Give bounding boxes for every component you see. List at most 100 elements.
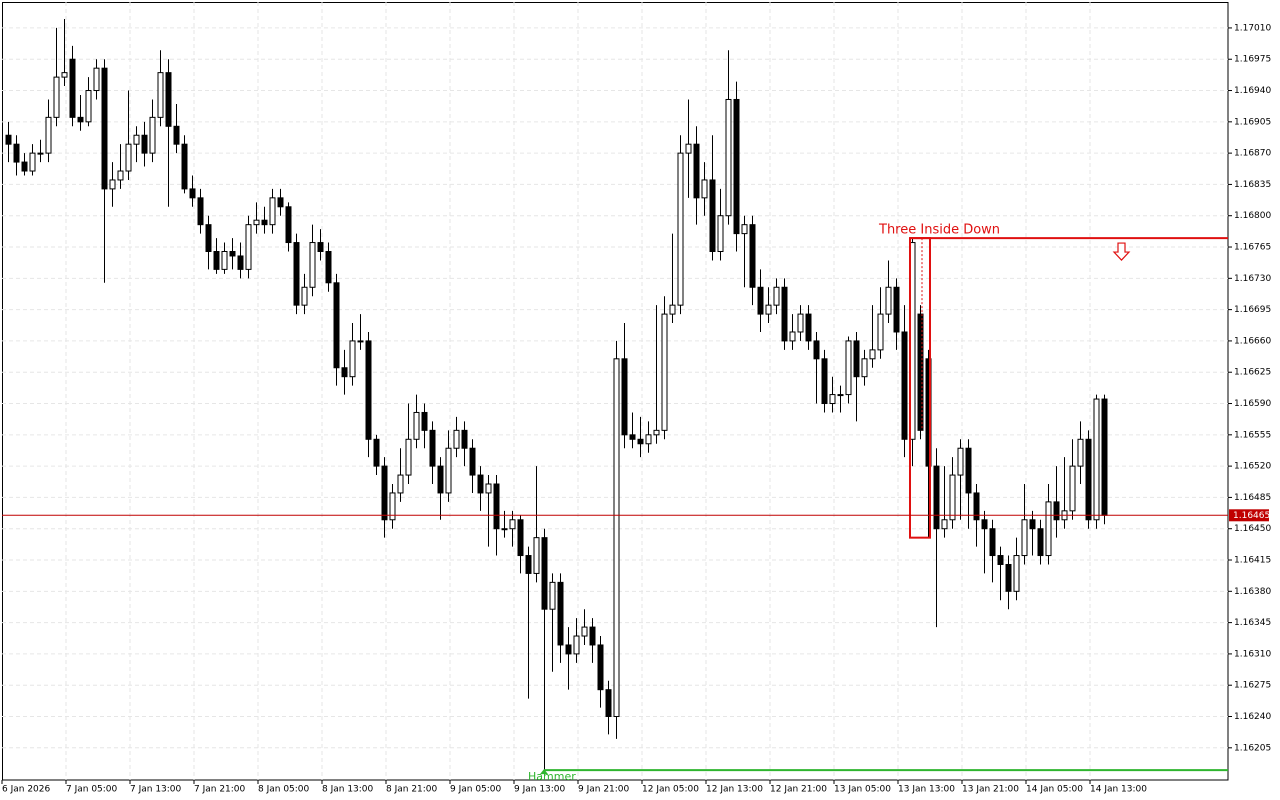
candle-body [557,581,564,646]
y-tick-label: 1.16380 [1234,587,1271,597]
candle-body [77,116,84,123]
candle-body [229,250,236,257]
candle-body [69,58,76,118]
plot-area: Three Inside Down Hammer [2,2,1228,783]
candle-body [117,170,124,181]
x-tick-label: 14 Jan 05:00 [1026,785,1083,795]
candle-body [749,224,756,288]
x-tick-label: 9 Jan 13:00 [514,785,566,795]
candle-body [781,286,788,342]
candle-body [357,340,364,343]
candle-body [13,143,20,163]
y-tick-label: 1.16625 [1234,368,1271,378]
candle-body [813,340,820,360]
y-tick-label: 1.16275 [1234,681,1271,691]
candle-body [397,474,404,494]
x-tick-label: 13 Jan 05:00 [834,785,891,795]
candle-body [149,116,156,154]
candle-body [949,474,956,521]
candle-body [573,635,580,655]
y-tick-label: 1.17010 [1234,23,1271,33]
candle-body [269,197,276,226]
candle-body [541,537,548,610]
plot-frame [2,2,1229,781]
candle-body [661,313,668,431]
candle-body [861,358,868,378]
y-tick-label: 1.16240 [1234,712,1271,722]
candle-body [125,143,132,172]
candle-body [461,429,468,449]
candle-body [893,286,900,333]
candle-body [605,689,612,718]
candle-body [109,179,116,190]
candle-body [445,447,452,494]
candle-body [1053,501,1060,521]
candle-body [1101,398,1108,516]
candle-body [101,67,108,190]
candle-body [765,304,772,315]
candle-body [717,215,724,252]
down-arrow [1112,242,1131,261]
candle-body [709,179,716,252]
y-tick-label: 1.16205 [1234,743,1271,753]
candle-body [509,519,516,530]
candle-body [589,626,596,646]
candle-body [845,340,852,396]
x-tick-label: 8 Jan 21:00 [386,785,438,795]
x-tick-label: 12 Jan 21:00 [770,785,827,795]
candle-body [5,134,12,145]
candle-body [581,626,588,637]
candle-body [693,143,700,199]
candle-body [1045,501,1052,557]
candle-body [429,429,436,467]
candle-body [349,340,356,378]
candle-body [645,434,652,445]
y-tick-label: 1.16660 [1234,336,1271,346]
candle-body [93,67,100,92]
candle-body [877,313,884,351]
y-tick-label: 1.16765 [1234,243,1271,253]
candle-body [789,331,796,342]
y-tick-label: 1.16870 [1234,149,1271,159]
candle-body [653,429,660,436]
y-tick-label: 1.16310 [1234,649,1271,659]
x-tick-label: 12 Jan 05:00 [642,785,699,795]
candle-body [837,394,844,397]
candle-body [453,429,460,449]
candle-body [685,143,692,154]
candle-body [669,304,676,315]
candle-body [333,282,340,369]
candle-body [285,206,292,244]
y-tick-label: 1.16415 [1234,556,1271,566]
candle-body [437,465,444,494]
candle-body [61,72,68,78]
y-tick-label: 1.16520 [1234,462,1271,472]
candle-body [613,358,620,718]
candle-body [341,367,348,378]
pattern-label: Three Inside Down [878,223,1000,238]
candle-body [989,528,996,557]
y-tick-label: 1.16940 [1234,86,1271,96]
candle-body [165,72,172,127]
candle-body [629,434,636,440]
candle-body [973,492,980,521]
candle-body [957,447,964,476]
candle-body [677,152,684,306]
candle-body [773,286,780,306]
candle-body [37,152,44,155]
y-tick-label: 1.16905 [1234,117,1271,127]
y-tick-label: 1.16450 [1234,524,1271,534]
x-tick-label: 9 Jan 05:00 [450,785,502,795]
candle-body [141,134,148,154]
x-tick-label: 7 Jan 13:00 [130,785,182,795]
candle-body [277,197,284,208]
candle-body [805,313,812,342]
x-tick-label: 13 Jan 21:00 [962,785,1019,795]
candle-body [485,483,492,494]
candle-body [245,224,252,270]
candle-body [1077,438,1084,467]
candle-body [1013,555,1020,592]
pattern-label: Hammer [528,770,576,783]
candle-body [1093,398,1100,521]
